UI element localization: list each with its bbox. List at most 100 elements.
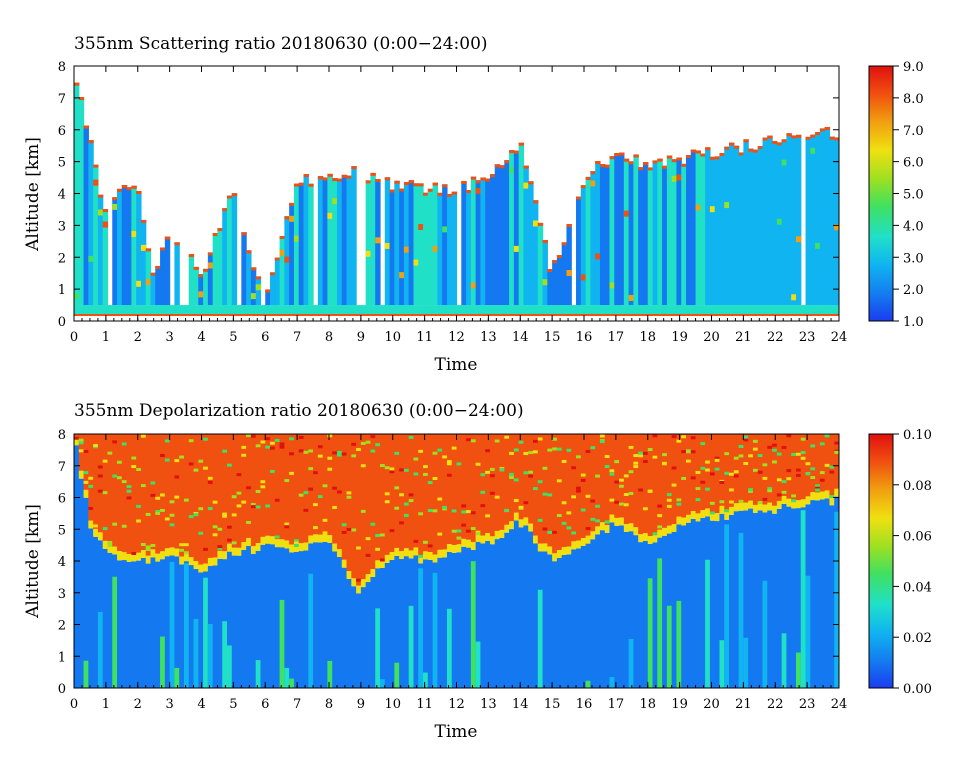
- depol-speckle: [341, 530, 348, 534]
- depol-speckle: [394, 486, 400, 490]
- depol-noise-cell: [136, 434, 142, 553]
- depol-speckle: [212, 525, 219, 529]
- depol-speckle: [274, 535, 281, 539]
- scattering-colorbar: [868, 65, 894, 322]
- scattering-boundary-cell: [365, 305, 372, 315]
- scattering-cloud-cell: [470, 176, 477, 306]
- depol-speckle: [738, 444, 744, 448]
- scattering-cloud-top-cell: [203, 268, 209, 272]
- depol-noise-cell: [212, 434, 219, 558]
- scattering-cloud-top-cell: [686, 155, 692, 159]
- depol-speckle: [676, 502, 682, 506]
- depol-speckle: [83, 480, 89, 484]
- scattering-cloud-cell: [303, 173, 309, 306]
- scattering-cloud-top-cell: [121, 185, 128, 189]
- scattering-cloud-cell: [729, 142, 735, 306]
- depol-speckle: [131, 456, 137, 460]
- depol-edge-cell: [117, 552, 123, 561]
- scattering-highlight-cell: [709, 206, 716, 213]
- depol-speckle: [284, 522, 290, 526]
- depol-lower-cell: [461, 546, 467, 688]
- depol-speckle: [88, 484, 94, 488]
- depol-speckle: [791, 452, 797, 456]
- depol-lower-cell: [824, 498, 831, 688]
- depol-edge-cell: [533, 535, 539, 544]
- depol-lower-cell: [217, 558, 223, 688]
- depol-speckle: [413, 457, 419, 461]
- scattering-cloud-cell: [795, 134, 802, 306]
- scattering-ytick-label: 1: [58, 283, 66, 298]
- depol-lower-cell: [729, 514, 735, 688]
- scattering-cloud-cell: [657, 158, 663, 306]
- depol-lower-cell: [370, 576, 376, 688]
- scattering-ytick-label: 2: [58, 251, 66, 266]
- scattering-boundary-cell: [475, 305, 482, 315]
- scattering-boundary-cell: [183, 305, 190, 315]
- scattering-cloud-top-cell: [198, 274, 204, 278]
- depol-edge-cell: [121, 552, 128, 561]
- depol-noise-cell: [174, 434, 180, 549]
- depol-speckle: [628, 491, 635, 495]
- scattering-cloud-top-cell: [781, 139, 788, 143]
- scattering-boundary-cell: [719, 305, 725, 315]
- scattering-cloud-cell: [289, 202, 295, 306]
- scattering-highlight-cell: [628, 294, 635, 301]
- depol-speckle: [322, 518, 329, 522]
- depol-noise-cell: [179, 434, 185, 557]
- scattering-boundary-cell: [179, 305, 185, 315]
- scattering-y-label: Altitude [km]: [23, 137, 43, 252]
- depol-speckle: [121, 442, 128, 446]
- depol-noise-cell: [819, 434, 826, 492]
- scattering-boundary-cell: [513, 305, 520, 315]
- scattering-boundary-cell: [666, 305, 673, 315]
- scattering-cloud-cell: [384, 177, 391, 306]
- depol-speckle: [552, 530, 558, 534]
- depol-speckle: [117, 476, 123, 480]
- depol-edge-cell: [791, 500, 797, 509]
- depol-noise-cell: [561, 434, 568, 548]
- scattering-boundary-cell: [150, 305, 156, 315]
- depol-edge-cell: [537, 543, 544, 552]
- depol-lower-cell: [88, 528, 94, 688]
- depol-speckle: [145, 545, 152, 549]
- scattering-boundary-cell: [824, 305, 831, 315]
- depol-noise-cell: [580, 434, 587, 538]
- scattering-cloud-top-cell: [408, 180, 415, 184]
- depol-speckle: [284, 479, 290, 483]
- depol-edge-cell: [523, 517, 529, 526]
- scattering-cloud-top-cell: [819, 128, 826, 132]
- depol-noise-cell: [446, 434, 453, 544]
- scattering-highlight-cell: [250, 293, 257, 300]
- depol-speckle: [614, 500, 620, 504]
- depol-speckle: [614, 460, 620, 464]
- scattering-cloud-cell: [145, 248, 152, 306]
- depol-edge-cell: [509, 521, 515, 530]
- scattering-boundary-cell: [571, 305, 577, 315]
- scattering-boundary-cell: [270, 305, 276, 315]
- depol-lower-cell: [365, 582, 372, 688]
- depol-speckle: [351, 442, 357, 446]
- scattering-cloud-top-cell: [810, 134, 816, 138]
- scattering-cloud-cell: [628, 161, 635, 306]
- scattering-cloud-top-cell: [160, 247, 166, 251]
- depol-speckle: [179, 548, 185, 552]
- depol-lower-cell: [781, 503, 788, 688]
- depol-speckle: [231, 541, 238, 545]
- depol-edge-cell: [317, 534, 324, 543]
- depol-speckle: [781, 490, 788, 494]
- depol-noise-cell: [293, 434, 300, 545]
- depol-noise-cell: [461, 434, 467, 539]
- depol-speckle: [188, 462, 195, 466]
- depol-edge-cell: [772, 505, 778, 514]
- depol-edge-cell: [179, 556, 185, 565]
- scattering-cloud-top-cell: [748, 148, 754, 152]
- depol-speckle: [207, 480, 214, 484]
- depol-lower-cell: [642, 540, 649, 688]
- depol-speckle: [533, 487, 539, 491]
- scattering-cloud-top-cell: [604, 164, 611, 168]
- depol-speckle: [686, 450, 692, 454]
- depol-noise-cell: [599, 434, 606, 523]
- depol-speckle: [494, 530, 501, 534]
- scattering-cloud-cell: [279, 235, 285, 306]
